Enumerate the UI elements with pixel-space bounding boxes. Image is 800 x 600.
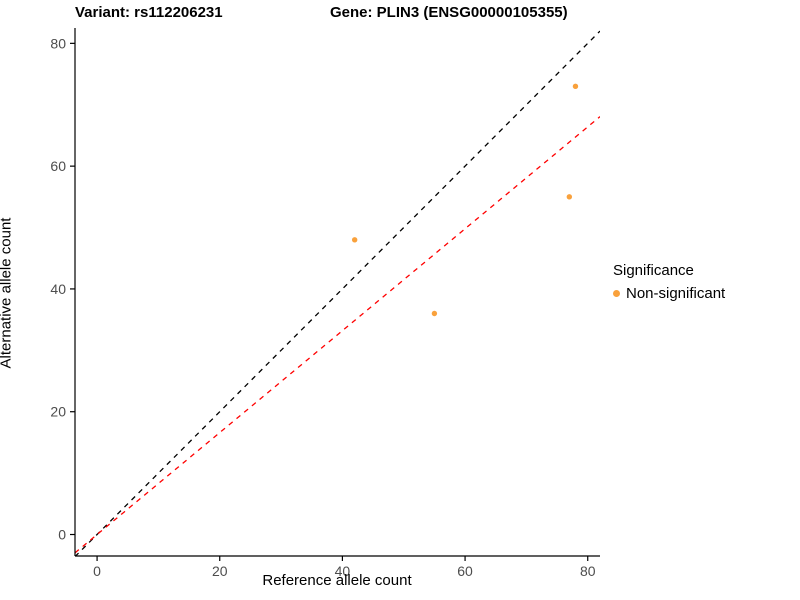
legend-item-label: Non-significant bbox=[626, 285, 726, 302]
y-tick-label: 60 bbox=[50, 158, 66, 174]
legend: Significance Non-significant bbox=[613, 262, 725, 302]
data-point bbox=[431, 310, 438, 317]
y-tick-label: 0 bbox=[58, 527, 66, 543]
y-axis-label: Alternative allele count bbox=[0, 217, 15, 369]
x-tick-label: 0 bbox=[93, 563, 101, 579]
data-point bbox=[351, 237, 358, 243]
y-tick-label: 20 bbox=[50, 404, 66, 420]
x-tick-label: 60 bbox=[457, 563, 473, 579]
data-point bbox=[572, 83, 579, 90]
x-tick-label: 20 bbox=[212, 563, 228, 579]
x-axis-label: Reference allele count bbox=[262, 572, 412, 589]
variant-title: Variant: rs112206231 bbox=[75, 4, 223, 21]
legend-title: Significance bbox=[613, 262, 694, 279]
y-tick-label: 40 bbox=[50, 281, 66, 297]
fit-line bbox=[75, 116, 600, 554]
legend-item: Non-significant bbox=[613, 285, 725, 302]
x-tick-label: 80 bbox=[580, 563, 596, 579]
identity-line bbox=[75, 30, 600, 556]
gene-title: Gene: PLIN3 (ENSG00000105355) bbox=[330, 4, 568, 21]
y-tick-label: 80 bbox=[50, 35, 66, 51]
legend-point-icon bbox=[613, 290, 620, 297]
x-tick-label: 40 bbox=[335, 563, 351, 579]
data-point bbox=[566, 194, 573, 200]
